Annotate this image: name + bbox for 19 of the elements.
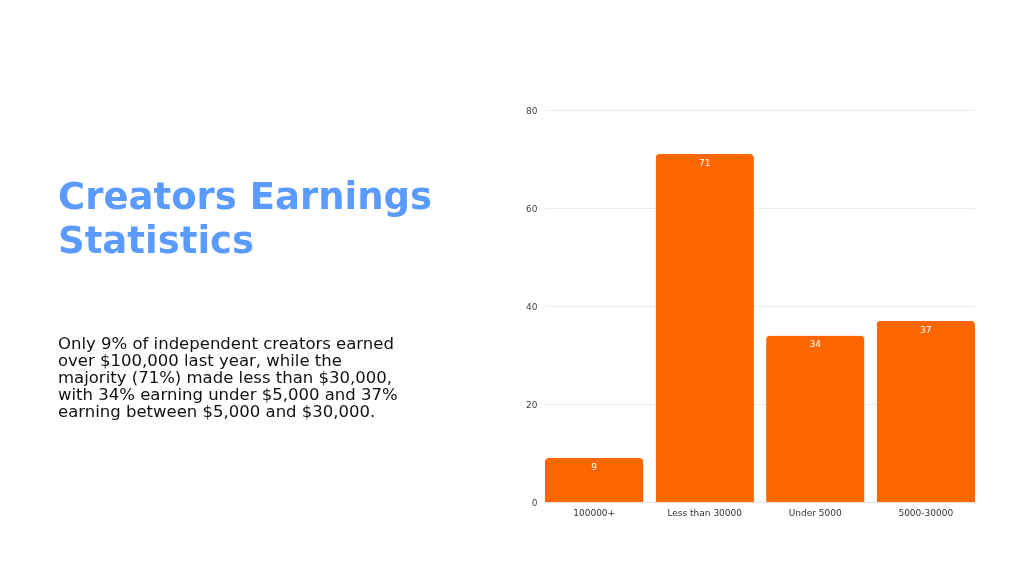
- data-label: 37: [920, 324, 932, 335]
- x-tick-label: 100000+: [573, 507, 616, 518]
- bar: [655, 154, 754, 502]
- y-tick-label: 40: [526, 301, 538, 312]
- bar: [876, 320, 975, 502]
- y-tick-label: 80: [526, 105, 538, 116]
- bar: [545, 457, 644, 502]
- text: Creators Earnings Statistics: [58, 174, 433, 262]
- data-label: 9: [591, 461, 598, 472]
- x-tick-label: Under 5000: [788, 507, 843, 518]
- bar: [766, 335, 865, 502]
- y-tick-label: 20: [526, 399, 538, 410]
- y-tick-label: 60: [526, 203, 538, 214]
- x-tick-label: Less than 30000: [667, 507, 743, 518]
- data-label: 71: [699, 158, 711, 169]
- data-label: 34: [809, 339, 822, 350]
- x-tick-label: 5000-30000: [898, 507, 954, 518]
- text: Only 9% of independent creators earned over $100,000 last year, while the majority (71%) made less than $30,000, with 34% earning under $5,000 and 37% earning between $5,000 and $30,000.: [58, 333, 398, 421]
- y-tick-label: 0: [531, 497, 538, 508]
